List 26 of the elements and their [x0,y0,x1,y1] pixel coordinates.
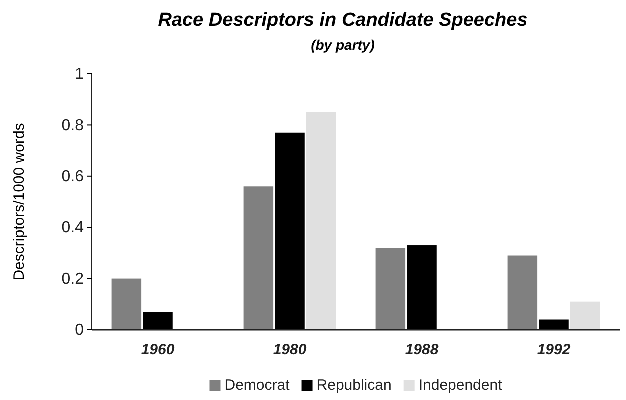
chart-subtitle: (by party) [311,37,376,53]
x-tick-label: 1960 [141,342,176,359]
bar [306,112,336,330]
y-tick-label: 0.2 [62,270,84,288]
y-tick-label: 0.4 [62,220,84,237]
y-tick-label: 0.8 [62,117,84,134]
x-tick-label: 1992 [537,342,572,359]
bar [275,132,305,330]
bar [112,278,142,330]
bar [143,312,173,330]
bar [376,248,406,330]
y-axis-title: Descriptors/1000 words [11,123,28,281]
chart-title: Race Descriptors in Candidate Speeches [158,10,528,31]
bar [570,302,600,330]
legend-label: Democrat [224,377,291,394]
bar [539,320,569,330]
y-tick-label: 0 [75,322,84,340]
bar [244,186,274,330]
x-tick-label: 1980 [273,342,308,359]
y-tick-label: 0.6 [62,168,84,186]
legend-label: Independent [418,377,504,394]
legend-label: Republican [316,377,392,394]
bar [407,246,437,330]
x-tick-label: 1988 [405,342,440,359]
y-tick-label: 1 [75,66,84,84]
bar [508,256,538,330]
